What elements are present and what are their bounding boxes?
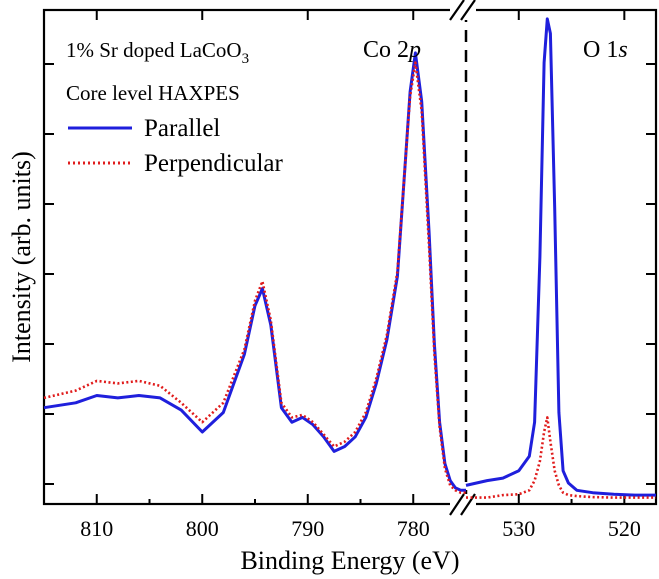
legend-parallel-label: Parallel [144,115,220,142]
series-perpendicular-panel1-line [43,61,466,495]
technique-annotation: Core level HAXPES [66,81,240,105]
x-tick-label-790: 790 [291,516,324,541]
axis-break-mark-bottom [449,493,476,516]
co-2p-annotation: Co 2p [363,37,421,63]
tick-labels-layer: 810 800 790 780 530 520 [80,516,641,541]
sample-annotation-main: 1% Sr doped LaCoO [66,38,242,62]
plot-frame [42,8,658,506]
o-1s-italic: s [618,37,627,63]
o-1s-main: O 1 [583,37,618,63]
series-parallel-panel2-line [465,17,656,497]
x-tick-label-530: 530 [502,516,535,541]
x-tick-label-810: 810 [80,516,113,541]
series-layer [43,17,656,499]
legend-perpendicular-label: Perpendicular [144,150,284,177]
sample-annotation: 1% Sr doped LaCoO3 [66,38,249,67]
x-axis-label: Binding Energy (eV) [240,546,459,575]
co-2p-main: Co 2 [363,37,409,63]
x-tick-label-800: 800 [186,516,219,541]
series-parallel-panel1-line [43,51,466,492]
legend: Parallel Perpendicular [68,115,284,177]
co-2p-italic: p [407,37,421,63]
axis-break-mark-top [449,0,476,21]
y-axis-label: Intensity (arb. units) [7,151,36,363]
x-tick-label-520: 520 [608,516,641,541]
series-perpendicular-panel2-line [466,416,656,499]
sample-annotation-subscript: 3 [242,51,250,67]
x-tick-label-780: 780 [397,516,430,541]
o-1s-annotation: O 1s [583,37,628,63]
